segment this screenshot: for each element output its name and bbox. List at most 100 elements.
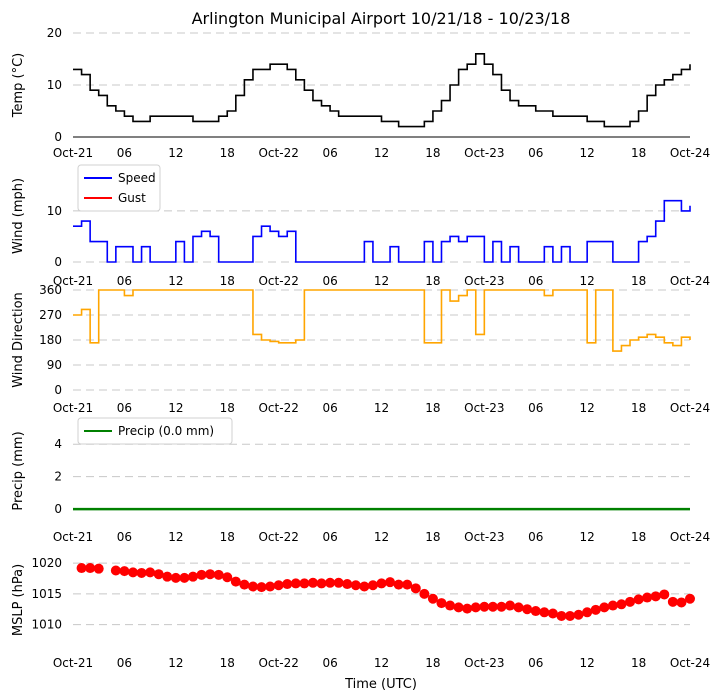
y-tick-label: 2 (54, 470, 62, 484)
x-tick-label: Oct-23 (464, 274, 504, 288)
x-tick-label: 06 (117, 401, 132, 415)
mslp-point (565, 610, 576, 621)
mslp-point (290, 578, 301, 589)
mslp-point (530, 606, 541, 617)
mslp-point (376, 578, 387, 589)
x-axis-label: Time (UTC) (344, 677, 417, 692)
x-tick-label: Oct-24 (670, 401, 710, 415)
x-tick-label: 18 (631, 401, 646, 415)
mslp-point (367, 580, 378, 591)
x-tick-label: Oct-21 (53, 146, 93, 160)
mslp-point (487, 601, 498, 612)
x-tick-label: 06 (528, 146, 543, 160)
mslp-point (436, 598, 447, 609)
x-tick-label: 18 (425, 401, 440, 415)
mslp-point (445, 600, 456, 611)
x-tick-label: 18 (631, 146, 646, 160)
series-line-temp (73, 53, 691, 128)
mslp-point (85, 563, 96, 574)
x-tick-label: 12 (580, 656, 595, 670)
x-tick-label: 12 (580, 530, 595, 544)
x-tick-label: 06 (117, 274, 132, 288)
x-tick-label: Oct-21 (53, 530, 93, 544)
x-tick-label: 18 (425, 530, 440, 544)
mslp-point (127, 567, 138, 578)
mslp-point (359, 581, 370, 592)
mslp-point (402, 579, 413, 590)
mslp-point (462, 603, 473, 614)
x-tick-label: 06 (528, 274, 543, 288)
mslp-point (427, 593, 438, 604)
mslp-point (556, 610, 567, 621)
x-tick-label: 12 (374, 656, 389, 670)
mslp-point (170, 572, 181, 583)
mslp-point (599, 602, 610, 613)
y-tick-label: 10 (47, 78, 62, 92)
mslp-point (573, 609, 584, 620)
x-tick-label: 18 (220, 274, 235, 288)
mslp-point (299, 578, 310, 589)
mslp-point (282, 579, 293, 590)
x-tick-label: 06 (117, 146, 132, 160)
x-tick-label: 12 (168, 530, 183, 544)
x-tick-label: 06 (117, 530, 132, 544)
mslp-point (522, 604, 533, 615)
y-axis-label: Precip (mm) (11, 431, 26, 510)
legend-entry: Speed (118, 171, 156, 185)
chart-title: Arlington Municipal Airport 10/21/18 - 1… (192, 9, 571, 28)
x-tick-label: Oct-23 (464, 656, 504, 670)
mslp-point (616, 599, 627, 610)
y-tick-label: 1015 (31, 587, 62, 601)
mslp-point (470, 602, 481, 613)
x-tick-label: 06 (322, 656, 337, 670)
x-tick-label: 18 (220, 401, 235, 415)
x-tick-label: 12 (580, 146, 595, 160)
x-tick-label: 06 (528, 530, 543, 544)
mslp-point (410, 583, 421, 594)
y-tick-label: 1010 (31, 618, 62, 632)
mslp-point (590, 604, 601, 615)
x-tick-label: 18 (220, 656, 235, 670)
mslp-point (342, 579, 353, 590)
y-axis-label: Temp (°C) (11, 53, 26, 119)
x-tick-label: 12 (168, 401, 183, 415)
x-tick-label: 18 (631, 656, 646, 670)
mslp-point (136, 567, 147, 578)
series-line-speed (73, 199, 691, 263)
mslp-point (256, 582, 267, 593)
mslp-point (196, 569, 207, 580)
mslp-point (633, 594, 644, 605)
x-tick-label: Oct-21 (53, 401, 93, 415)
mslp-point (222, 572, 233, 583)
panel-4: 0 2 4 Oct-21 06 12 18 Oct-22 06 12 18 Oct-23 06 12 18 O… (11, 417, 710, 544)
series-line-direction (73, 289, 691, 352)
y-tick-label: 0 (54, 383, 62, 397)
mslp-point (393, 579, 404, 590)
y-tick-label: 0 (54, 502, 62, 516)
mslp-point (119, 566, 130, 577)
x-tick-label: 12 (580, 274, 595, 288)
x-tick-label: 06 (528, 401, 543, 415)
mslp-point (582, 607, 593, 618)
x-tick-label: Oct-21 (53, 656, 93, 670)
x-tick-label: Oct-22 (258, 274, 298, 288)
x-tick-label: 06 (322, 401, 337, 415)
x-tick-label: 12 (374, 401, 389, 415)
mslp-point (93, 563, 104, 574)
x-tick-label: 12 (168, 274, 183, 288)
legend-box (77, 164, 161, 212)
mslp-point (230, 576, 241, 587)
x-tick-label: Oct-24 (670, 656, 710, 670)
mslp-point (385, 577, 396, 588)
mslp-point (239, 579, 250, 590)
mslp-point (419, 588, 430, 599)
mslp-point (685, 593, 695, 604)
mslp-point (479, 601, 490, 612)
x-tick-label: Oct-22 (258, 656, 298, 670)
x-tick-label: Oct-22 (258, 146, 298, 160)
x-tick-label: 12 (374, 146, 389, 160)
x-tick-label: 06 (117, 656, 132, 670)
x-tick-label: Oct-23 (464, 401, 504, 415)
x-tick-label: 12 (374, 274, 389, 288)
